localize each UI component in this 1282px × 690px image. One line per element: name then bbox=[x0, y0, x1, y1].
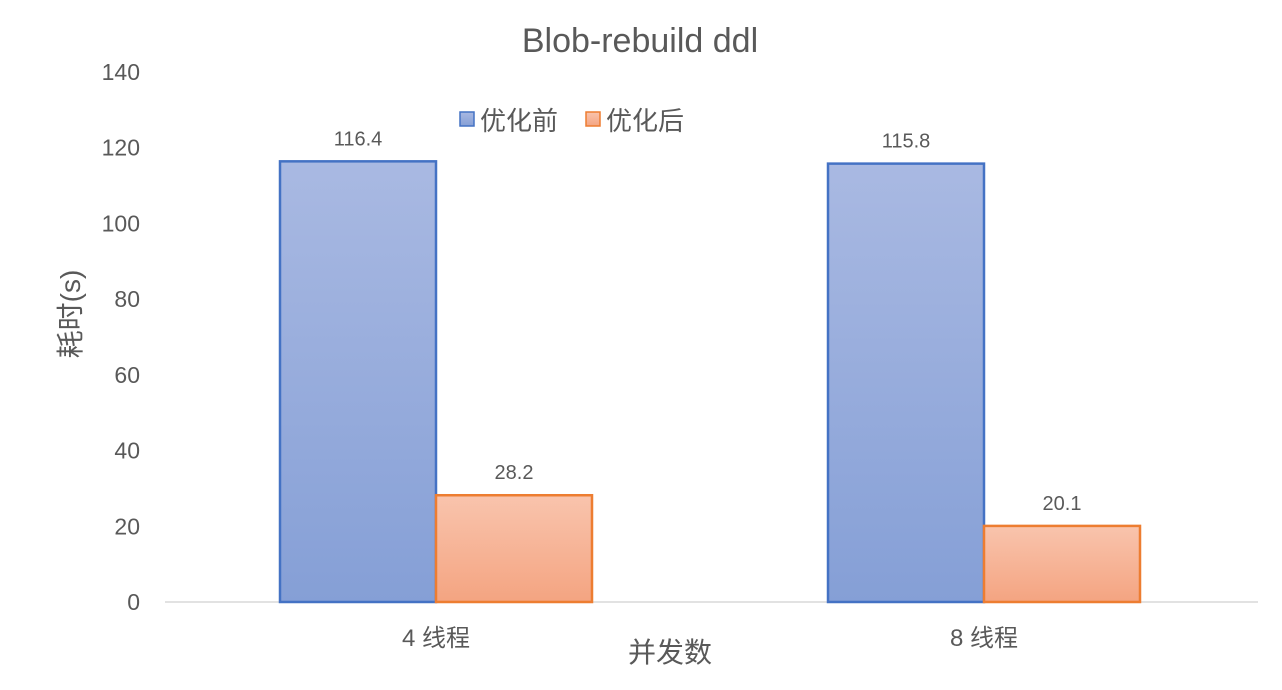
y-tick-label: 40 bbox=[114, 438, 140, 464]
y-tick-label: 140 bbox=[102, 59, 140, 85]
category-labels: 4 线程 8 线程 bbox=[402, 625, 1018, 652]
legend-swatch-before bbox=[459, 111, 475, 127]
bar-before-1 bbox=[826, 162, 986, 604]
legend-label-before: 优化前 bbox=[480, 106, 558, 136]
legend: 优化前 优化后 bbox=[459, 106, 684, 136]
bar-after-1 bbox=[982, 524, 1142, 604]
y-axis-ticks: 0 20 40 60 80 100 120 140 bbox=[102, 59, 140, 615]
bar-before-0 bbox=[278, 160, 438, 604]
x-category-label: 8 线程 bbox=[950, 625, 1018, 652]
y-tick-label: 120 bbox=[102, 135, 140, 161]
y-tick-label: 100 bbox=[102, 210, 140, 236]
bar-after-0 bbox=[434, 493, 594, 604]
data-label: 116.4 bbox=[334, 128, 383, 150]
y-tick-label: 80 bbox=[114, 286, 140, 312]
chart-title: Blob-rebuild ddl bbox=[522, 22, 758, 60]
data-label: 20.1 bbox=[1043, 493, 1082, 515]
y-axis-label: 耗时(s) bbox=[55, 270, 86, 359]
y-tick-label: 0 bbox=[127, 589, 140, 615]
x-axis-label: 并发数 bbox=[628, 637, 712, 668]
x-category-label: 4 线程 bbox=[402, 625, 470, 652]
y-tick-label: 60 bbox=[114, 362, 140, 388]
y-tick-label: 20 bbox=[114, 513, 140, 539]
bars: 116.4 28.2 115.8 20.1 bbox=[278, 128, 1142, 604]
legend-swatch-after bbox=[585, 111, 601, 127]
data-label: 115.8 bbox=[882, 131, 931, 153]
legend-label-after: 优化后 bbox=[606, 106, 684, 136]
data-label: 28.2 bbox=[495, 462, 534, 484]
